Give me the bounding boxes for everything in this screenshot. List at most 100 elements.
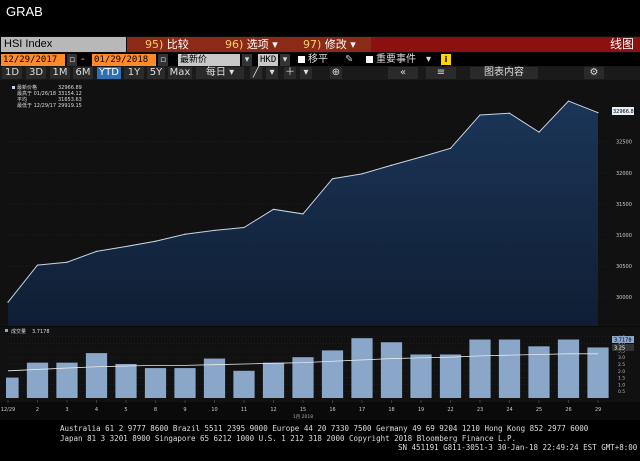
pencil-icon[interactable]: ✎ xyxy=(345,54,354,65)
currency-select[interactable]: HKD xyxy=(258,54,278,66)
price-tick-label: 31500 xyxy=(616,202,632,208)
legend-high-value: 33154.12 xyxy=(58,91,82,97)
volume-bar xyxy=(56,362,78,398)
edit-menu[interactable]: 97) 修改 ▾ xyxy=(303,38,356,51)
calendar-icon[interactable]: ▫ xyxy=(67,54,77,66)
range-6m[interactable]: 6M xyxy=(73,67,93,79)
legend-swatch xyxy=(5,329,8,332)
chevron-down-icon[interactable]: ▾ xyxy=(266,67,278,79)
volume-bar xyxy=(26,362,49,398)
volume-y-axis: 0.51.01.52.02.53.03.54.04.5 xyxy=(618,335,625,395)
volume-bar xyxy=(115,364,137,398)
zoom-icon[interactable]: ＋ xyxy=(284,67,296,79)
volume-tick-label: 3.0 xyxy=(618,355,625,361)
chart-type-label[interactable]: 线图 xyxy=(609,37,634,51)
price-point xyxy=(390,164,393,166)
compare-menu[interactable]: 95) 比较 xyxy=(145,38,189,51)
legend-swatch xyxy=(12,86,15,89)
x-tick-label: 15 xyxy=(300,407,306,413)
info-icon[interactable]: i xyxy=(441,54,451,65)
menu-strip: 95) 比较 96) 选项 ▾ 97) 修改 ▾ xyxy=(127,37,371,52)
range-max[interactable]: Max xyxy=(168,67,192,79)
volume-bar xyxy=(321,350,344,398)
volume-bar xyxy=(469,339,491,398)
price-legend: 最新价格 32966.89 最高于 01/26/18 33154.12 平均 3… xyxy=(12,84,82,109)
x-tick-label: 24 xyxy=(506,407,512,413)
date-toolbar: 12/29/2017 ▫ - 01/29/2018 ▫ 最新价 ▾ HKD ▾ … xyxy=(0,53,640,66)
x-tick-label: 26 xyxy=(565,407,571,413)
legend-low-value: 29919.15 xyxy=(58,103,82,109)
price-tick-label: 32000 xyxy=(616,171,632,177)
legend-last-label: 最新价格 xyxy=(17,84,37,91)
price-point xyxy=(125,245,127,248)
price-point xyxy=(7,301,9,303)
legend-low-label: 最低于 12/29/17 xyxy=(17,102,56,109)
start-date-field[interactable]: 12/29/2017 xyxy=(1,54,65,66)
price-point xyxy=(243,226,245,229)
volume-bar xyxy=(174,368,196,398)
chevron-down-icon: ▾ xyxy=(272,38,278,51)
chevron-down-icon[interactable]: ▾ xyxy=(242,54,252,66)
range-1d[interactable]: 1D xyxy=(2,67,22,79)
volume-tag xyxy=(612,336,634,343)
price-tag xyxy=(612,107,634,115)
price-tick-label: 30000 xyxy=(616,295,632,301)
price-point xyxy=(567,100,570,102)
range-5y[interactable]: 5Y xyxy=(147,67,165,79)
volume-bar xyxy=(233,370,255,398)
volume-legend-value: 3.7178 xyxy=(32,329,50,335)
price-point xyxy=(508,112,511,114)
price-tick-label: 31000 xyxy=(616,233,632,239)
volume-bar xyxy=(410,354,432,398)
price-tick-label: 30500 xyxy=(616,264,632,270)
chevron-down-icon: ▾ xyxy=(350,38,356,51)
volume-ma-tag-value: 3.25 xyxy=(614,346,625,352)
chevron-down-icon[interactable]: ▾ xyxy=(300,67,312,79)
price-point xyxy=(66,261,68,263)
x-tick-label: 12 xyxy=(270,407,276,413)
gear-icon[interactable]: ⚙ xyxy=(584,67,604,79)
range-3d[interactable]: 3D xyxy=(26,67,46,79)
options-menu[interactable]: 96) 选项 ▾ xyxy=(225,38,278,51)
table-content-button[interactable]: 图表内容 xyxy=(470,67,538,79)
range-1y[interactable]: 1Y xyxy=(124,67,144,79)
footer-line-1: Australia 61 2 9777 8600 Brazil 5511 239… xyxy=(60,424,589,433)
volume-bar xyxy=(203,358,226,398)
x-tick-label: 19 xyxy=(418,407,424,413)
collapse-left-icon[interactable]: « xyxy=(388,67,418,79)
line-chart-icon[interactable]: ╱ xyxy=(250,67,262,79)
price-point xyxy=(95,250,98,252)
volume-tick-label: 2.5 xyxy=(618,362,625,368)
chart-svg: 30000 30500 31000 31500 32000 32500 0.51.01.5… xyxy=(0,80,640,420)
frequency-select[interactable]: 每日 ▾ xyxy=(196,67,244,79)
x-tick-label: 8 xyxy=(154,407,157,413)
move-checkbox[interactable] xyxy=(298,56,305,63)
chevron-down-icon[interactable]: ▾ xyxy=(280,54,290,66)
chart-area: 30000 30500 31000 31500 32000 32500 0.5 1.0 1.5… xyxy=(0,80,640,420)
chart-settings-icon[interactable]: ≡ xyxy=(426,67,456,79)
calendar-icon[interactable]: ▫ xyxy=(158,54,168,66)
volume-moving-average xyxy=(7,353,598,372)
ticker-field[interactable]: HSI Index xyxy=(1,37,126,52)
price-tag-value: 32966.89 xyxy=(613,109,637,115)
volume-bar xyxy=(498,339,521,398)
x-tick-label: 9 xyxy=(183,407,186,413)
events-checkbox[interactable] xyxy=(366,56,373,63)
volume-tick-label: 1.5 xyxy=(618,376,625,382)
price-point xyxy=(331,178,334,180)
price-y-axis: 30000 30500 31000 31500 32000 32500 xyxy=(616,140,632,301)
range-ytd[interactable]: YTD xyxy=(97,67,121,79)
price-tick-label: 32500 xyxy=(616,140,632,146)
price-field-select[interactable]: 最新价 xyxy=(178,54,240,66)
volume-bar xyxy=(587,347,609,398)
legend-last-value: 32966.89 xyxy=(58,85,82,91)
volume-bar xyxy=(262,362,285,398)
crosshair-icon[interactable]: ⊕ xyxy=(330,67,342,79)
end-date-field[interactable]: 01/29/2018 xyxy=(92,54,156,66)
price-area-fill xyxy=(8,101,598,327)
range-1m[interactable]: 1M xyxy=(50,67,70,79)
x-tick-label: 18 xyxy=(388,407,394,413)
x-tick-label: 3 xyxy=(65,407,68,413)
chevron-down-icon[interactable]: ▾ xyxy=(426,54,432,65)
title-bar: HSI Index 95) 比较 96) 选项 ▾ 97) 修改 ▾ 线图 xyxy=(0,36,640,53)
